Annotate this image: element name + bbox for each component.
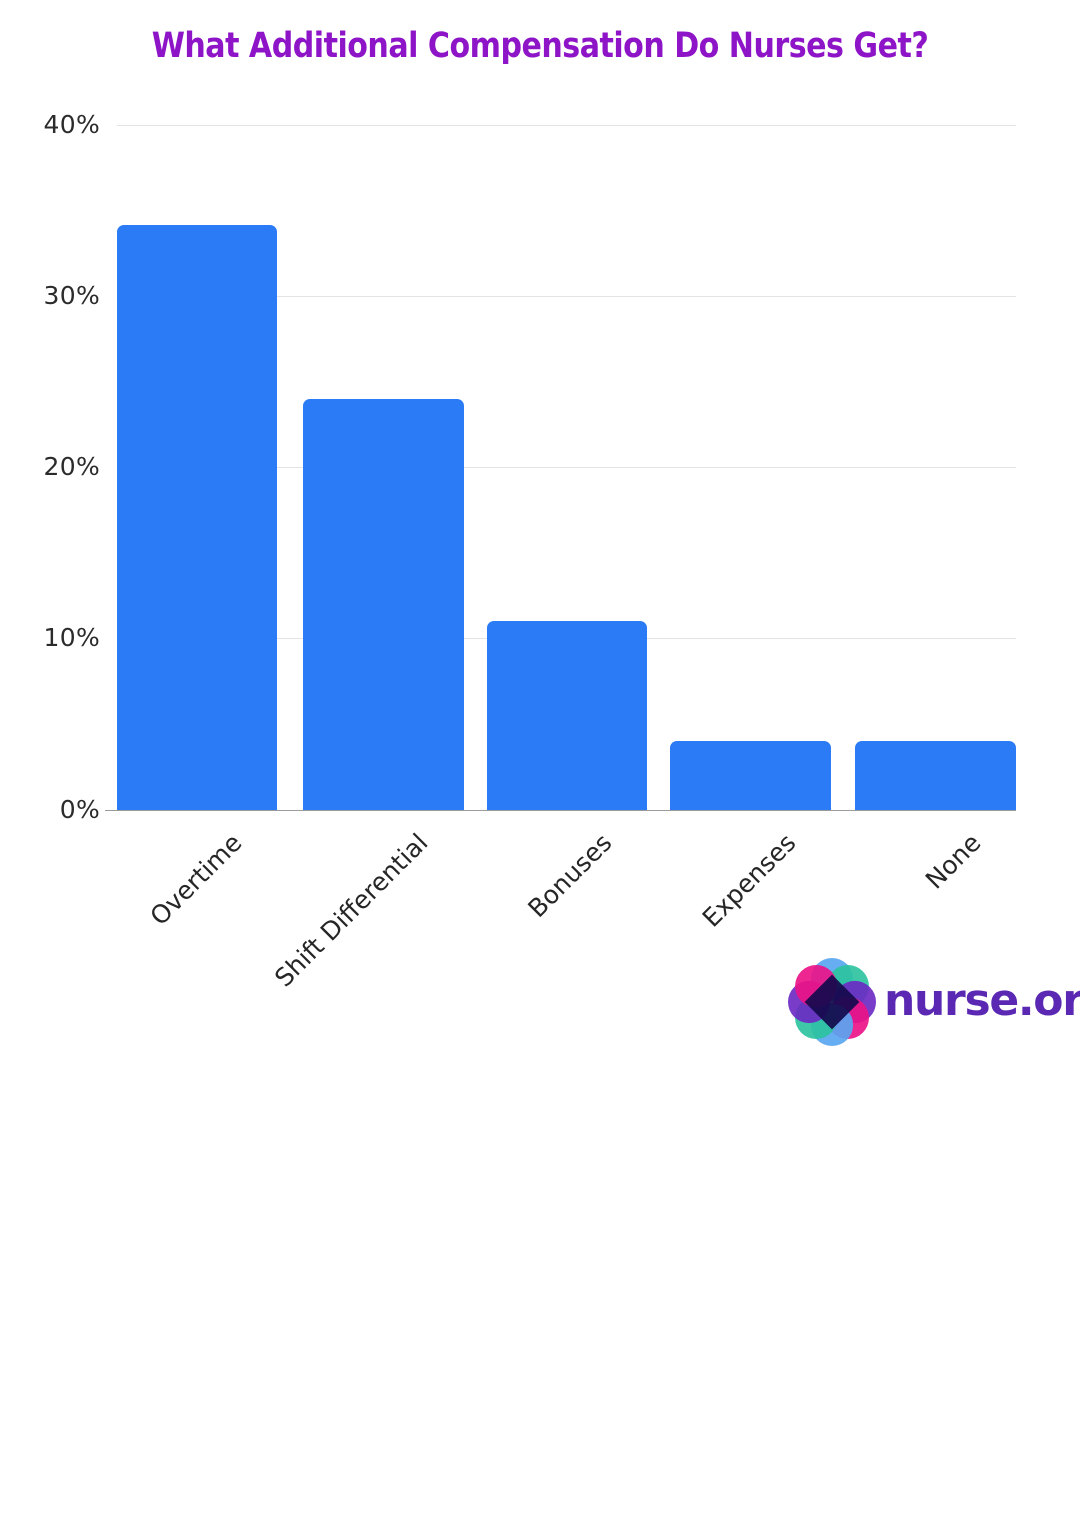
y-tick-label-20: 20% [43, 452, 100, 481]
bar-shift-differential[interactable] [303, 399, 464, 810]
y-tick-label-40: 40% [43, 110, 100, 139]
gridline-20 [117, 467, 1016, 468]
y-axis: 40% 30% 20% 10% 0% [0, 0, 100, 1080]
bar-none[interactable] [855, 741, 1016, 810]
nurse-org-logo[interactable]: nurse.org [788, 958, 1080, 1050]
gridline-40 [117, 125, 1016, 126]
x-tick-label-bonuses: Bonuses [522, 828, 618, 924]
bar-overtime[interactable] [117, 225, 277, 810]
y-tick-label-10: 10% [43, 623, 100, 652]
x-axis-line [105, 810, 1016, 811]
logo-wordmark: nurse.org [884, 975, 1080, 1026]
plot-area: 40% 30% 20% 10% 0% Overtime Shift Differ… [0, 0, 1016, 1080]
y-tick-label-30: 30% [43, 281, 100, 310]
x-tick-label-none: None [919, 828, 987, 895]
gridline-30 [117, 296, 1016, 297]
bar-bonuses[interactable] [487, 621, 647, 810]
bar-expenses[interactable] [670, 741, 831, 810]
chart-title: What Additional Compensation Do Nurses G… [151, 26, 929, 66]
y-tick-label-0: 0% [59, 795, 100, 824]
nurse-org-flower-mark [788, 958, 876, 1046]
x-tick-label-shift-differential: Shift Differential [269, 828, 434, 993]
